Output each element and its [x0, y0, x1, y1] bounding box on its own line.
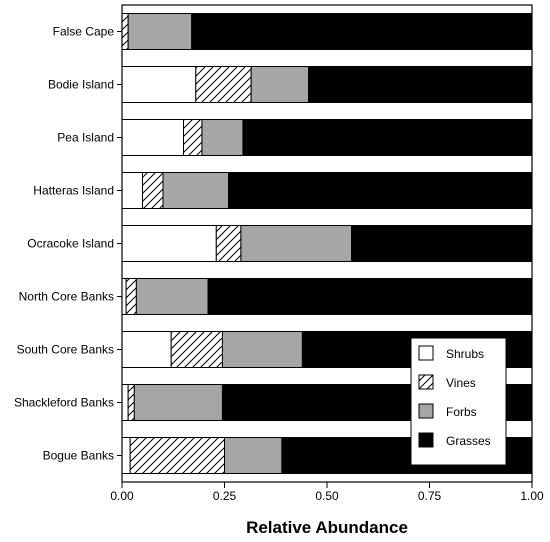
- bar-hatteras-island-forbs: [162, 172, 230, 209]
- legend-label-shrubs: Shrubs: [446, 347, 484, 361]
- bar-bodie-island-shrubs: [121, 66, 197, 103]
- bar-north-core-banks-forbs: [135, 278, 209, 315]
- legend-swatch-shrubs: [418, 345, 434, 361]
- category-label-ocracoke-island: Ocracoke Island: [27, 237, 114, 251]
- x-tick-label-0.00: 0.00: [110, 489, 134, 503]
- category-label-pea-island: Pea Island: [57, 131, 114, 145]
- bar-hatteras-island-shrubs: [121, 172, 143, 209]
- bar-ocracoke-island-grasses: [351, 225, 533, 262]
- bar-bodie-island-vines: [195, 66, 252, 103]
- category-label-hatteras-island: Hatteras Island: [33, 184, 114, 198]
- bar-shackleford-banks-shrubs: [121, 384, 129, 421]
- category-label-north-core-banks: North Core Banks: [19, 290, 114, 304]
- category-label-south-core-banks: South Core Banks: [17, 343, 114, 357]
- category-labels: False Cape Bodie Island Pea Island Hatteras…: [14, 25, 122, 463]
- bar-false-cape-vines: [121, 13, 129, 50]
- bar-north-core-banks-shrubs: [121, 278, 127, 315]
- legend: Shrubs Vines Forbs Grasses: [410, 337, 507, 466]
- x-axis: 0.00 0.25 0.50 0.75 1.00: [110, 482, 544, 503]
- bar-ocracoke-island-vines: [215, 225, 242, 262]
- category-label-bodie-island: Bodie Island: [48, 78, 114, 92]
- bar-bogue-banks-vines: [129, 437, 225, 474]
- bar-north-core-banks-vines: [125, 278, 137, 315]
- bar-north-core-banks-grasses: [207, 278, 533, 315]
- bar-hatteras-island-vines: [142, 172, 164, 209]
- legend-label-vines: Vines: [446, 376, 476, 390]
- bar-pea-island-grasses: [242, 119, 533, 156]
- bar-south-core-banks-vines: [170, 331, 223, 368]
- bar-shackleford-banks-forbs: [133, 384, 223, 421]
- legend-swatch-forbs: [418, 403, 434, 419]
- x-tick-label-0.50: 0.50: [315, 489, 339, 503]
- legend-swatch-vines: [418, 374, 434, 390]
- legend-swatch-grasses: [418, 432, 434, 448]
- bar-south-core-banks-shrubs: [121, 331, 172, 368]
- bar-bodie-island-grasses: [308, 66, 533, 103]
- bar-ocracoke-island-forbs: [240, 225, 353, 262]
- bar-bodie-island-forbs: [250, 66, 310, 103]
- bar-pea-island-shrubs: [121, 119, 184, 156]
- legend-label-grasses: Grasses: [446, 434, 491, 448]
- bar-ocracoke-island-shrubs: [121, 225, 217, 262]
- bar-false-cape-forbs: [127, 13, 193, 50]
- plot-frame: [121, 4, 533, 483]
- bar-pea-island-forbs: [201, 119, 244, 156]
- x-tick-label-0.75: 0.75: [418, 489, 442, 503]
- category-label-false-cape: False Cape: [53, 25, 115, 39]
- bar-shackleford-banks-vines: [127, 384, 135, 421]
- category-label-shackleford-banks: Shackleford Banks: [14, 396, 114, 410]
- bar-bogue-banks-shrubs: [121, 437, 131, 474]
- category-label-bogue-banks: Bogue Banks: [43, 449, 114, 463]
- x-tick-label-0.25: 0.25: [213, 489, 237, 503]
- bar-hatteras-island-grasses: [228, 172, 533, 209]
- bar-false-cape-grasses: [191, 13, 533, 50]
- x-axis-title: Relative Abundance: [246, 518, 408, 537]
- x-tick-label-1.00: 1.00: [520, 489, 544, 503]
- bar-pea-island-vines: [183, 119, 203, 156]
- bar-south-core-banks-forbs: [221, 331, 303, 368]
- legend-label-forbs: Forbs: [446, 405, 477, 419]
- bar-bogue-banks-forbs: [224, 437, 283, 474]
